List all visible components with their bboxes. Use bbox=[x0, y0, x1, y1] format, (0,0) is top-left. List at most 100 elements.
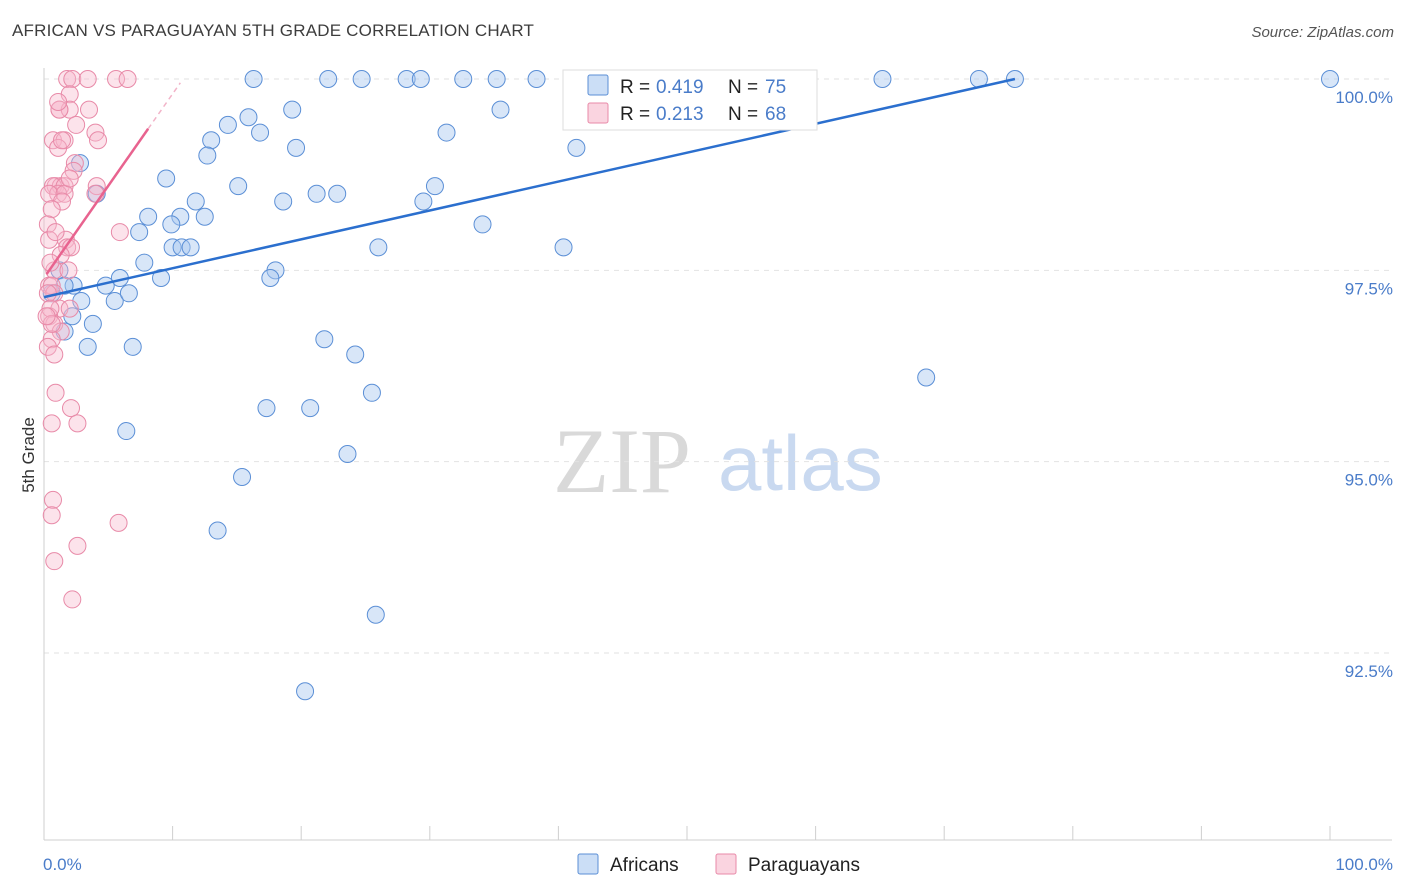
bottom-legend-label-paraguayans: Paraguayans bbox=[748, 855, 860, 876]
african-point bbox=[491, 100, 510, 119]
paraguayan-point bbox=[53, 192, 72, 211]
paraguayan-point bbox=[46, 223, 65, 242]
african-point bbox=[157, 169, 176, 188]
legend-r-value-africans: 0.419 bbox=[656, 77, 704, 98]
african-point bbox=[366, 605, 385, 624]
african-point bbox=[244, 70, 263, 88]
bottom-legend-label-africans: Africans bbox=[610, 855, 679, 876]
legend-swatch-africans bbox=[587, 74, 609, 96]
africans-points bbox=[42, 70, 1339, 701]
watermark-atlas: atlas bbox=[718, 419, 883, 507]
paraguayans-trendline-extension bbox=[147, 82, 181, 130]
paraguayan-point bbox=[68, 414, 87, 433]
africans-trendline bbox=[43, 77, 1016, 299]
african-point bbox=[554, 238, 573, 257]
african-point bbox=[301, 399, 320, 418]
african-point bbox=[411, 70, 430, 88]
paraguayan-point bbox=[59, 261, 78, 280]
y-tick-labels: 92.5% 95.0% 97.5% 100.0% bbox=[1335, 88, 1393, 681]
gridlines bbox=[44, 78, 1392, 654]
x-tick-labels: 0.0% 100.0% bbox=[43, 855, 1393, 874]
paraguayan-point bbox=[63, 70, 82, 88]
african-point bbox=[218, 115, 237, 134]
african-point bbox=[251, 123, 270, 142]
african-point bbox=[1321, 70, 1339, 88]
paraguayan-point bbox=[109, 513, 128, 532]
paraguayan-point bbox=[60, 299, 79, 318]
african-point bbox=[527, 70, 546, 88]
paraguayan-point bbox=[38, 215, 57, 234]
african-point bbox=[163, 238, 182, 257]
african-point bbox=[130, 223, 149, 242]
african-point bbox=[123, 337, 142, 356]
legend-swatch-paraguayans bbox=[587, 102, 609, 124]
african-point bbox=[917, 368, 936, 387]
african-point bbox=[283, 100, 302, 119]
legend-n-value-paraguayans: 68 bbox=[765, 104, 786, 125]
african-point bbox=[319, 70, 338, 88]
legend-n-label-africans: N = bbox=[728, 77, 758, 98]
african-point bbox=[287, 138, 306, 157]
african-point bbox=[346, 345, 365, 364]
paraguayan-point bbox=[45, 345, 64, 364]
paraguayan-point bbox=[110, 223, 129, 242]
paraguayan-point bbox=[45, 552, 64, 571]
african-point bbox=[162, 215, 181, 234]
legend-n-label-paraguayans: N = bbox=[728, 104, 758, 125]
y-axis-title: 5th Grade bbox=[19, 417, 38, 493]
paraguayan-point bbox=[60, 169, 79, 188]
legend: R = 0.419 N = 75 R = 0.213 N = 68 bbox=[562, 69, 818, 131]
african-point bbox=[328, 184, 347, 203]
african-point bbox=[274, 192, 293, 211]
african-point bbox=[315, 330, 334, 349]
paraguayan-point bbox=[62, 399, 81, 418]
african-point bbox=[307, 184, 326, 203]
african-point bbox=[181, 238, 200, 257]
african-point bbox=[369, 238, 388, 257]
paraguayan-point bbox=[42, 200, 61, 219]
african-point bbox=[172, 238, 191, 257]
african-point bbox=[186, 192, 205, 211]
paraguayan-point bbox=[89, 131, 108, 150]
african-point bbox=[473, 215, 492, 234]
african-point bbox=[71, 154, 90, 173]
paraguayan-point bbox=[49, 92, 68, 111]
african-point bbox=[487, 70, 506, 88]
african-point bbox=[78, 337, 97, 356]
paraguayan-point bbox=[51, 322, 70, 341]
x-tick-label-min: 0.0% bbox=[43, 855, 82, 874]
y-tick-label: 95.0% bbox=[1345, 471, 1393, 490]
african-point bbox=[352, 70, 371, 88]
african-point bbox=[437, 123, 456, 142]
paraguayan-point bbox=[50, 100, 69, 119]
paraguayan-point bbox=[63, 590, 82, 609]
african-point bbox=[397, 70, 416, 88]
african-point bbox=[454, 70, 473, 88]
legend-r-label-africans: R = bbox=[620, 77, 650, 98]
paraguayan-point bbox=[42, 414, 61, 433]
bottom-legend-swatch-africans bbox=[577, 853, 599, 875]
paraguayans-points bbox=[37, 70, 137, 609]
paraguayan-point bbox=[44, 490, 63, 509]
african-point bbox=[152, 268, 171, 287]
watermark-zip: ZIP bbox=[553, 410, 691, 512]
african-point bbox=[202, 131, 221, 150]
x-ticks bbox=[43, 826, 1331, 840]
african-point bbox=[296, 682, 315, 701]
african-point bbox=[135, 253, 154, 272]
x-tick-label-max: 100.0% bbox=[1335, 855, 1393, 874]
trendlines bbox=[43, 77, 1016, 299]
african-point bbox=[139, 207, 158, 226]
paraguayan-point bbox=[78, 70, 97, 88]
legend-n-value-africans: 75 bbox=[765, 77, 786, 98]
legend-r-label-paraguayans: R = bbox=[620, 104, 650, 125]
african-point bbox=[119, 284, 138, 303]
african-point bbox=[117, 422, 136, 441]
chart-source: Source: ZipAtlas.com bbox=[1251, 24, 1394, 41]
watermark: ZIP atlas bbox=[553, 410, 883, 512]
african-point bbox=[257, 399, 276, 418]
african-point bbox=[208, 521, 227, 540]
african-point bbox=[425, 177, 444, 196]
legend-r-value-paraguayans: 0.213 bbox=[656, 104, 704, 125]
